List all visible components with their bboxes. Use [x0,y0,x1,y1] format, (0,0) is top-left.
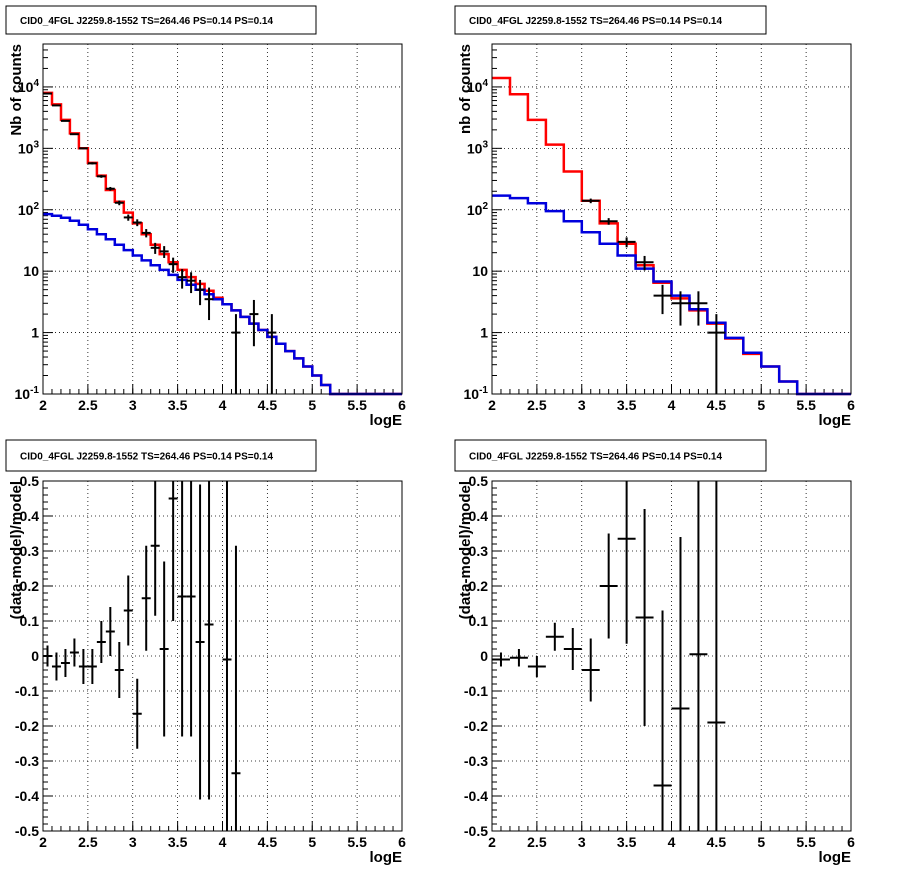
y-tick-label: -0.1 [464,683,488,699]
x-tick-label: 2 [39,834,47,850]
x-tick-label: 6 [398,834,406,850]
x-tick-label: 5 [757,834,765,850]
x-tick-label: 4 [668,397,676,413]
x-tick-label: 2.5 [78,834,98,850]
y-tick-label: 104 [467,78,489,95]
x-tick-label: 6 [847,834,855,850]
y-tick-label: 10-1 [464,385,489,402]
x-axis-label: logE [819,849,852,866]
y-axis-label: (data-model)/model [8,481,25,619]
y-tick-label: 0.4 [20,508,40,524]
x-tick-label: 5.5 [796,834,816,850]
y-tick-label: 1 [31,325,39,341]
x-tick-label: 2 [488,834,496,850]
x-tick-label: 3 [578,834,586,850]
y-axis-label: nb of counts [457,44,474,134]
y-tick-label: -0.5 [15,823,39,839]
y-tick-label: 0.1 [20,613,40,629]
x-tick-label: 4.5 [258,834,278,850]
y-tick-label: 103 [18,139,40,156]
x-tick-label: 5.5 [347,834,367,850]
y-tick-label: 10-1 [15,385,40,402]
y-tick-label: 0.1 [469,613,489,629]
x-tick-label: 2 [488,397,496,413]
x-axis-label: logE [370,849,403,866]
y-tick-label: -0.1 [15,683,39,699]
x-tick-label: 5 [308,397,316,413]
chart-title-box [454,5,767,35]
y-tick-label: 1 [480,325,488,341]
x-tick-label: 3 [578,397,586,413]
x-tick-label: 2.5 [527,834,547,850]
x-tick-label: 2.5 [78,397,98,413]
x-tick-label: 3.5 [168,397,188,413]
chart-panel-2: CID0_4FGL J2259.8-1552 TS=264.46 PS=0.14… [454,5,855,429]
x-tick-label: 2 [39,397,47,413]
y-tick-label: 103 [467,139,489,156]
plot-frame [491,43,852,395]
plot-frame [491,480,852,832]
y-tick-label: -0.3 [15,753,39,769]
y-tick-label: 0 [31,648,39,664]
y-tick-label: -0.3 [464,753,488,769]
x-tick-label: 4.5 [707,834,727,850]
x-tick-label: 3.5 [617,397,637,413]
y-tick-label: 102 [467,201,489,218]
chart-panel-4: CID0_4FGL J2259.8-1552 TS=264.46 PS=0.14… [454,439,855,866]
y-tick-label: 10 [23,263,39,279]
x-tick-label: 6 [398,397,406,413]
x-axis-label: logE [370,412,403,429]
y-tick-label: 0.3 [20,543,40,559]
x-tick-label: 3.5 [168,834,188,850]
plot-frame [42,480,403,832]
chart-title: CID0_4FGL J2259.8-1552 TS=264.46 PS=0.14… [469,16,722,27]
x-tick-label: 5 [308,834,316,850]
x-tick-label: 5.5 [796,397,816,413]
chart-title: CID0_4FGL J2259.8-1552 TS=264.46 PS=0.14… [20,16,273,27]
y-tick-label: -0.5 [464,823,488,839]
chart-title: CID0_4FGL J2259.8-1552 TS=264.46 PS=0.14… [20,452,273,463]
x-tick-label: 3 [129,834,137,850]
y-tick-label: 0.4 [469,508,489,524]
chart-title-box [5,439,317,472]
chart-title-box [5,5,317,35]
y-tick-label: 10 [472,263,488,279]
y-tick-label: -0.4 [464,788,488,804]
x-tick-label: 4 [219,834,227,850]
y-tick-label: 0.5 [20,473,40,489]
x-tick-label: 4.5 [707,397,727,413]
x-tick-label: 4.5 [258,397,278,413]
plot-frame [42,43,403,395]
y-tick-label: -0.4 [15,788,39,804]
x-tick-label: 5.5 [347,397,367,413]
source-model-histogram [492,194,851,396]
chart-panel-1: CID0_4FGL J2259.8-1552 TS=264.46 PS=0.14… [5,5,406,429]
x-tick-label: 4 [219,397,227,413]
y-axis-label: (data-model)/model [457,481,474,619]
chart-panel-3: CID0_4FGL J2259.8-1552 TS=264.46 PS=0.14… [5,439,406,866]
y-axis-label: Nb of counts [8,44,25,136]
y-tick-label: -0.2 [15,718,39,734]
x-tick-label: 6 [847,397,855,413]
y-tick-label: -0.2 [464,718,488,734]
y-tick-label: 0.3 [469,543,489,559]
y-tick-label: 0.5 [469,473,489,489]
source-model-histogram [43,212,402,396]
y-tick-label: 0.2 [20,578,40,594]
y-tick-label: 104 [18,78,40,95]
x-axis-label: logE [819,412,852,429]
x-tick-label: 4 [668,834,676,850]
y-tick-label: 102 [18,201,40,218]
x-tick-label: 2.5 [527,397,547,413]
chart-title: CID0_4FGL J2259.8-1552 TS=264.46 PS=0.14… [469,452,722,463]
x-tick-label: 3.5 [617,834,637,850]
y-tick-label: 0 [480,648,488,664]
chart-title-box [454,439,767,472]
y-tick-label: 0.2 [469,578,489,594]
x-tick-label: 5 [757,397,765,413]
x-tick-label: 3 [129,397,137,413]
